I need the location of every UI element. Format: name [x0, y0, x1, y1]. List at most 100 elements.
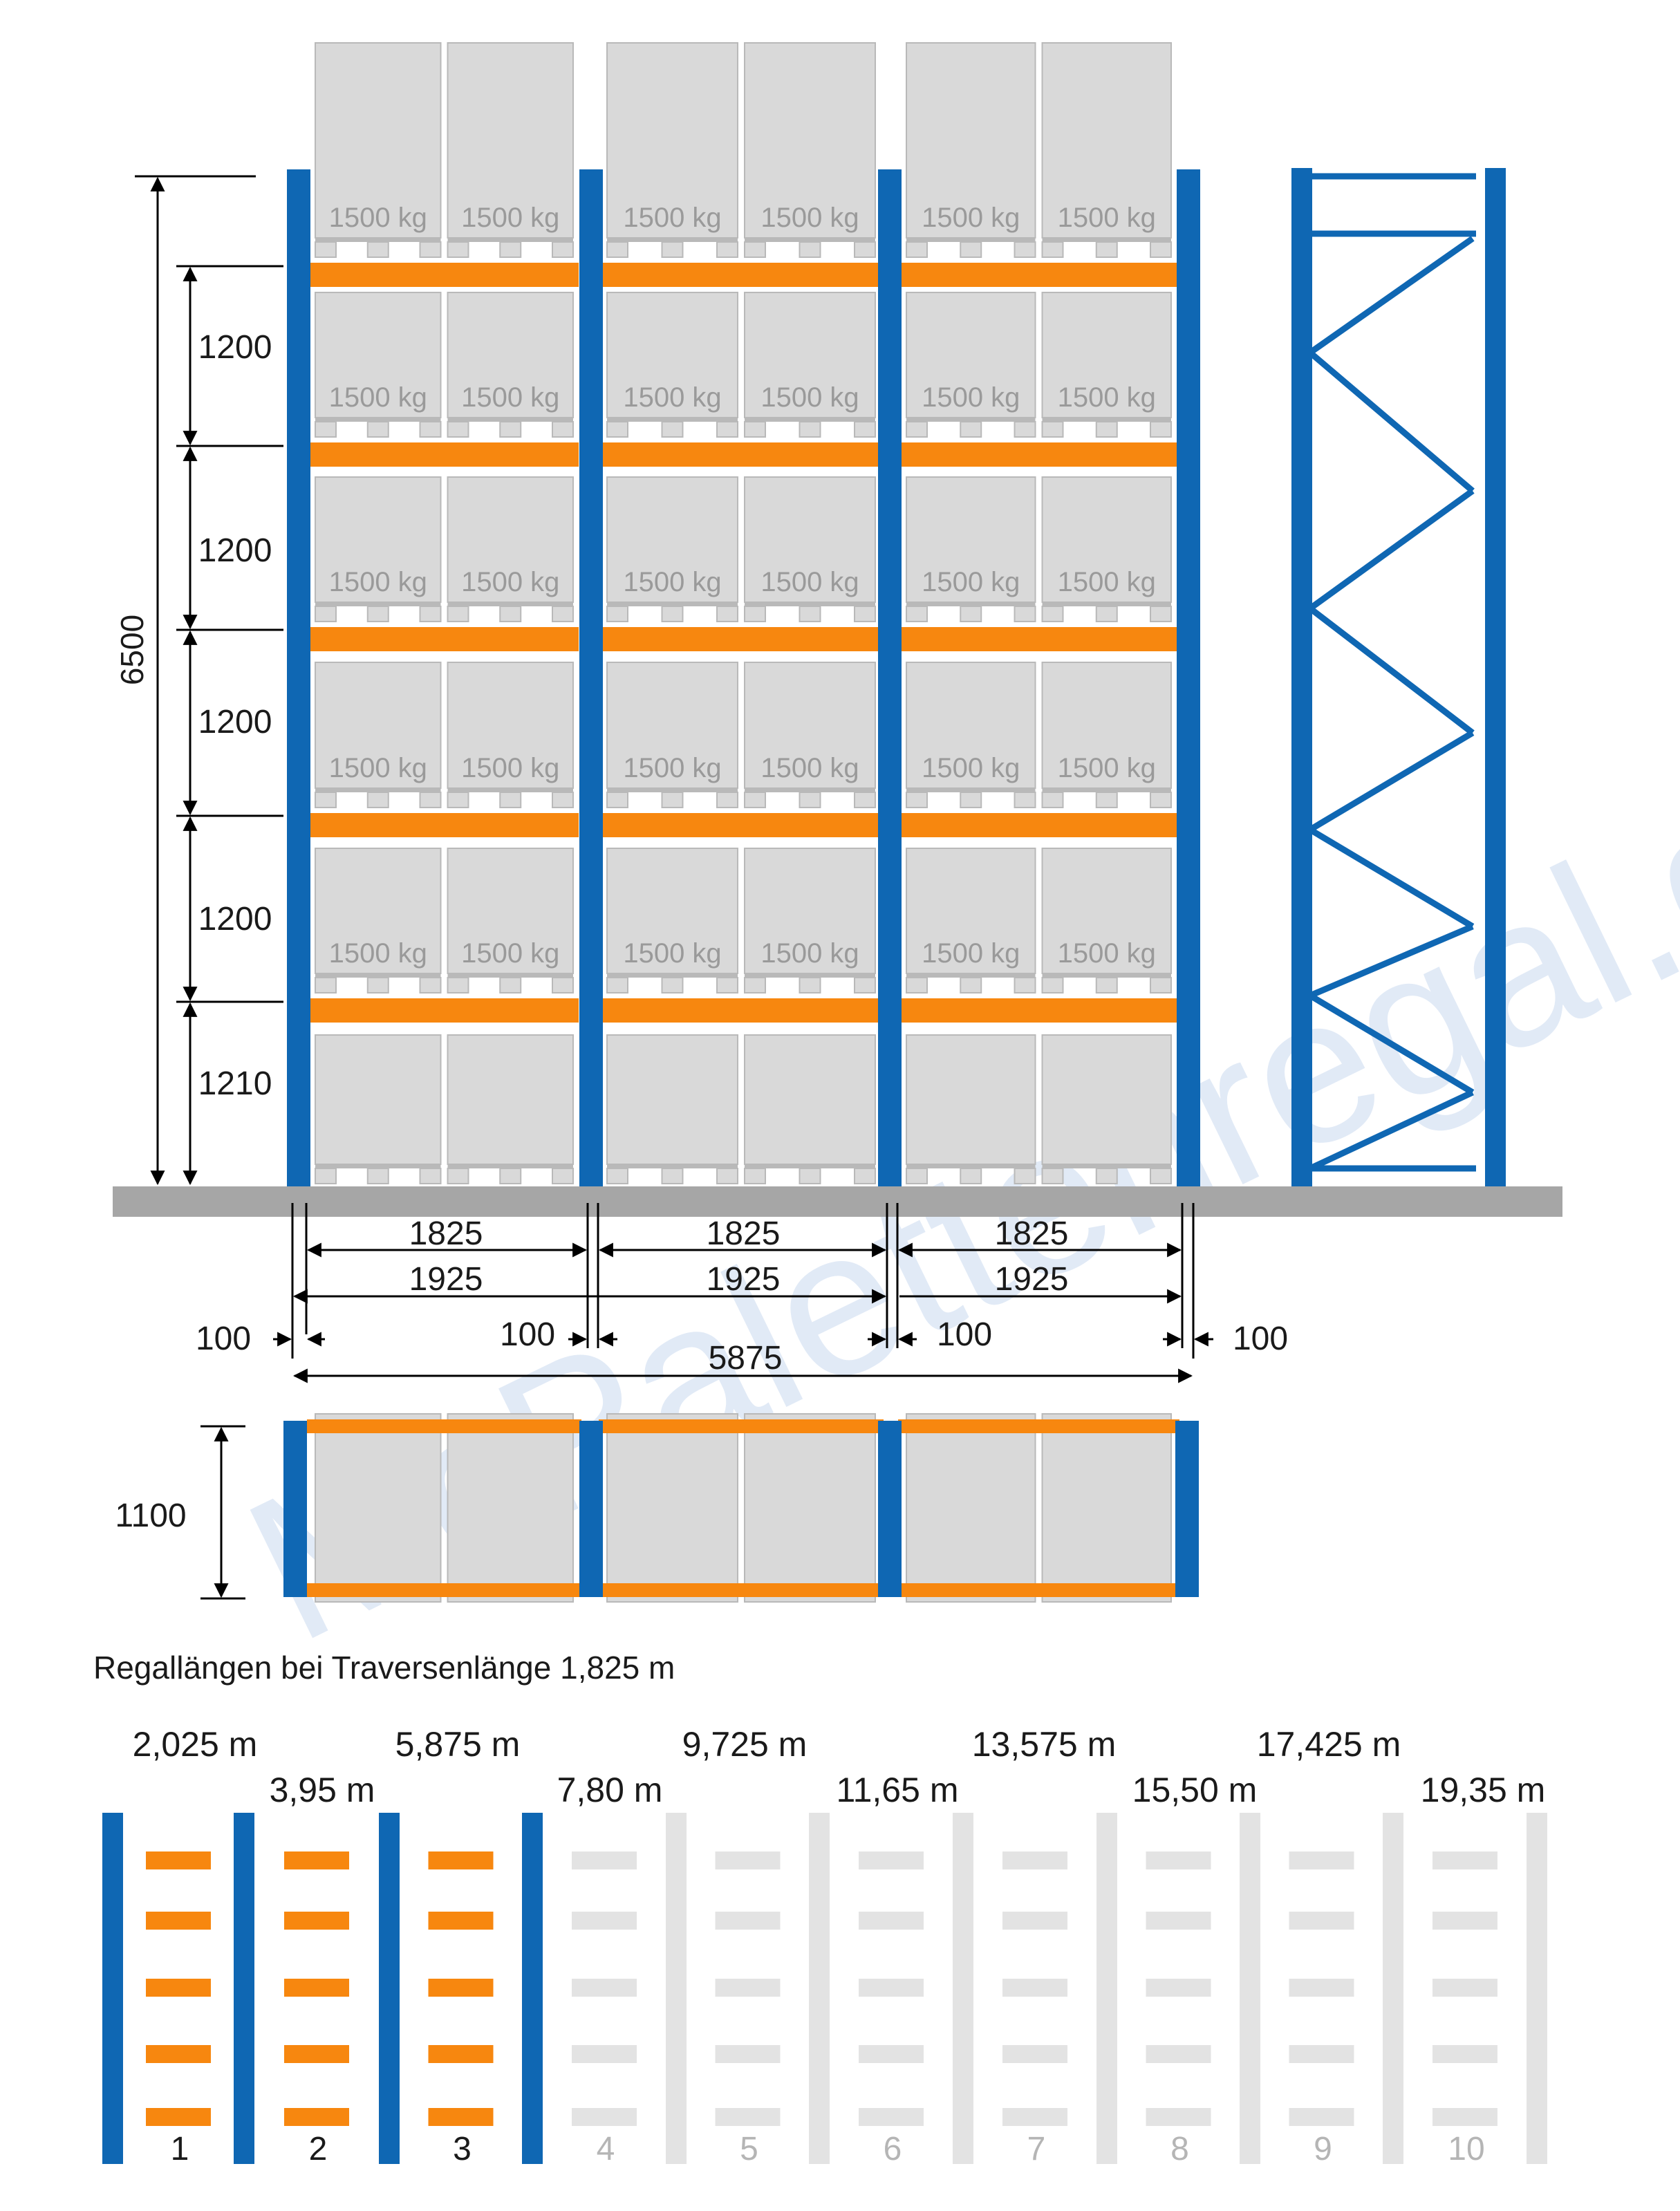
bay-number: 3 [453, 2131, 472, 2167]
pallet-box [606, 476, 738, 603]
pallet-deck [315, 1164, 441, 1168]
length-beam [572, 2108, 637, 2126]
pallet-weight-label: 1500 kg [623, 203, 721, 233]
pallet-deck [745, 238, 875, 242]
pallet-box [906, 476, 1036, 603]
pallet-foot [1041, 977, 1064, 993]
pallet-box [447, 42, 574, 239]
length-beam [1289, 2045, 1354, 2063]
pallet-foot [552, 1168, 574, 1184]
beam [901, 627, 1177, 651]
upright-width-2: 100 [500, 1316, 555, 1353]
level-height-1: 1200 [198, 329, 272, 366]
length-beam [1002, 2045, 1067, 2063]
pallet-deck [906, 418, 1036, 422]
plan-pallet [447, 1413, 574, 1603]
pallet-foot [854, 421, 876, 438]
rack-length-labels: 2,025 m 3,95 m 5,875 m 7,80 m 9,725 m 11,65 m… [133, 1725, 1546, 1809]
pallet-foot [744, 606, 766, 622]
pallet-foot [499, 792, 522, 808]
pallet-box [1041, 848, 1172, 974]
pallet-foot [1041, 241, 1064, 258]
pallet-deck [315, 788, 441, 792]
rack-length-value: 13,575 m [972, 1725, 1116, 1764]
pallet-box [1041, 1034, 1172, 1165]
pallet-foot [606, 1168, 628, 1184]
length-beam [715, 1979, 781, 1997]
beam [901, 263, 1177, 287]
pallet-deck [906, 602, 1036, 606]
pallet-foot [552, 421, 574, 438]
length-beam [284, 2045, 349, 2063]
beam [601, 263, 881, 287]
plan-upright [283, 1421, 307, 1597]
pallet-deck [745, 788, 875, 792]
pallet-deck [745, 602, 875, 606]
pallet-foot [960, 241, 982, 258]
bay-number: 7 [1027, 2131, 1046, 2167]
pallet-weight-label: 1500 kg [329, 382, 427, 413]
pallet-weight-label: 1500 kg [329, 567, 427, 597]
height-dimensions [135, 175, 283, 1186]
length-upright [1383, 1813, 1403, 2164]
beam [901, 813, 1177, 837]
pallet-foot [799, 606, 821, 622]
frame-brace [1308, 730, 1475, 832]
pallet-foot [744, 421, 766, 438]
pallet-box [315, 42, 442, 239]
pallet-foot [661, 792, 684, 808]
pallet-foot [1095, 241, 1118, 258]
length-beam [572, 2045, 637, 2063]
pallet-weight-label: 1500 kg [329, 753, 427, 783]
bay-number: 9 [1314, 2131, 1332, 2167]
pallet-foot [1014, 792, 1036, 808]
plan-upright [878, 1421, 902, 1597]
length-beam [1289, 1851, 1354, 1869]
length-beam [1002, 1851, 1067, 1869]
pallet-foot [716, 1168, 738, 1184]
pallet-weight-label: 1500 kg [623, 382, 721, 413]
pallet-weight-label: 1500 kg [461, 753, 559, 783]
pallet-foot [447, 792, 469, 808]
beam [901, 442, 1177, 467]
pallet-box [744, 292, 876, 418]
length-beam [1432, 2045, 1497, 2063]
pallet-deck [1042, 1164, 1171, 1168]
pallet-deck [906, 1164, 1036, 1168]
beam [310, 263, 579, 287]
pallet-foot [606, 977, 628, 993]
pallet-foot [366, 977, 389, 993]
upright-width-4: 100 [1233, 1321, 1288, 1357]
pallet-deck [1042, 602, 1171, 606]
beam [601, 442, 881, 467]
length-beam [146, 2045, 211, 2063]
pallet-foot [1095, 606, 1118, 622]
pallet-box [315, 476, 442, 603]
pallet-foot [1095, 977, 1118, 993]
length-beam [1432, 1851, 1497, 1869]
pallet-foot [606, 421, 628, 438]
pallet-foot [315, 1168, 337, 1184]
pallet-foot [744, 241, 766, 258]
pallet-foot [1041, 606, 1064, 622]
frame-brace [1309, 923, 1474, 999]
length-beam [1146, 2108, 1211, 2126]
length-beam [146, 1851, 211, 1869]
pallet-deck [607, 973, 738, 978]
pallet-foot [419, 606, 442, 622]
pallet-foot [447, 1168, 469, 1184]
pallet-foot [716, 241, 738, 258]
length-beam [1002, 1979, 1067, 1997]
length-upright [1527, 1813, 1547, 2164]
plan-beam [898, 1419, 1179, 1433]
pallet-foot [744, 1168, 766, 1184]
pallet-weight-label: 1500 kg [1058, 567, 1156, 597]
pallet-deck [607, 602, 738, 606]
length-beam [1289, 1912, 1354, 1930]
length-beam [572, 1912, 637, 1930]
pallet-weight-label: 1500 kg [922, 567, 1020, 597]
pallet-foot [854, 1168, 876, 1184]
length-upright [953, 1813, 973, 2164]
pallet-box [447, 292, 574, 418]
pallet-weight-label: 1500 kg [1058, 753, 1156, 783]
